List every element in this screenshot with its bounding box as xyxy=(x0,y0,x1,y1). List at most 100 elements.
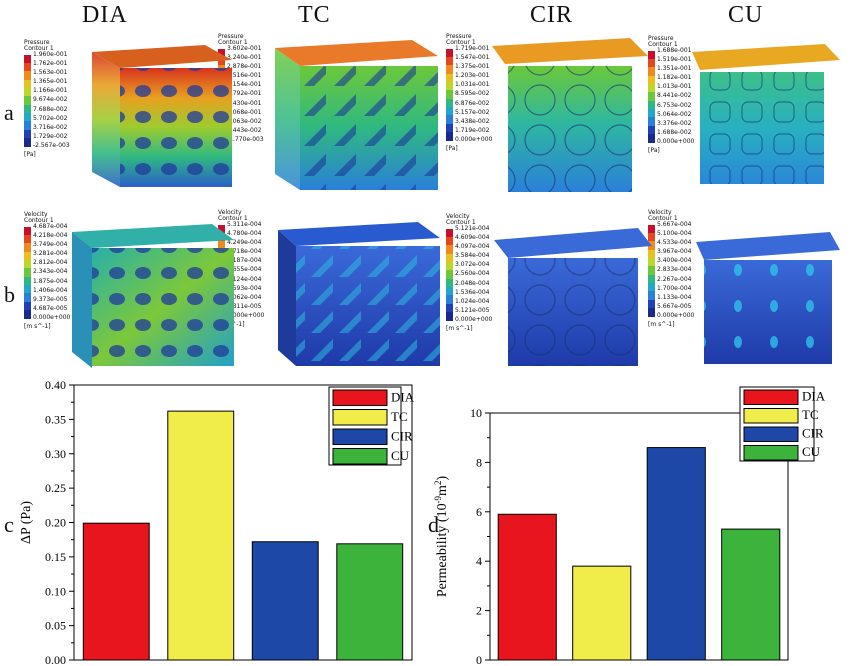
legend-title: Pressure Contour 1 xyxy=(648,35,678,49)
legend-tick-label: 1.700e-004 xyxy=(657,284,692,292)
permeability-chart: 0 2 4 6 8 10 Permeability (10-9m2) DIA TC CIR CU xyxy=(433,386,826,666)
legend-tick-label: 1.203e-001 xyxy=(455,72,490,80)
legend-tick-label: 1.688e-001 xyxy=(657,46,692,54)
legend-tick-label: 4.609e-004 xyxy=(455,233,490,241)
legend-swatch-tc xyxy=(332,409,388,426)
colormap-bar xyxy=(446,48,453,141)
legend-label-cu: CU xyxy=(802,444,821,459)
legend-tick-label: 1.875e-004 xyxy=(33,277,68,285)
pressure-render-cir xyxy=(492,38,648,192)
legend-tick-label: 1.563e-001 xyxy=(33,68,68,76)
legend-tick-label: 2.267e-004 xyxy=(657,275,692,283)
colormap-bar xyxy=(24,226,31,319)
velocity-legend-cir: Velocity Contour 1 5.121e-004 4.609e-004 4.… xyxy=(446,213,493,332)
velocity-legend-cu: Velocity Contour 1 5.667e-004 5.100e-004 4.… xyxy=(648,209,694,328)
legend-tick-label: 3.602e-001 xyxy=(227,44,262,52)
legend-title: Pressure Contour 1 xyxy=(446,33,476,47)
pressure-render-tc xyxy=(275,40,438,190)
simulation-renders xyxy=(72,38,840,368)
legend-tick-label: 3.187e-004 xyxy=(227,257,262,265)
legend-tick-label: 1.719e-002 xyxy=(455,127,490,134)
legend-tick-label: 3.749e-004 xyxy=(33,240,68,248)
pressure-render-dia xyxy=(92,45,232,187)
legend-tick-label: 7.688e-002 xyxy=(33,105,68,113)
legend-tick-label: 5.311e-004 xyxy=(227,220,262,228)
y-tick-label: 0.15 xyxy=(45,550,66,564)
bar-cu xyxy=(336,543,404,661)
colormap-bar xyxy=(446,228,453,321)
legend-unit: [m s^-1] xyxy=(446,324,473,332)
legend-tick-label: 2.048e-004 xyxy=(455,279,490,287)
legend-title: Velocity Contour 1 xyxy=(648,209,678,223)
legend-label-dia: DIA xyxy=(391,390,415,405)
bar-tc xyxy=(572,565,632,661)
legend-tick-label: 0.000e+000 xyxy=(455,316,493,324)
column-title-dia: DIA xyxy=(82,2,128,28)
legend-tick-label: 1.688e-002 xyxy=(657,129,692,136)
bar-tc xyxy=(167,410,235,661)
legend-label-cu: CU xyxy=(391,448,410,463)
legend-tick-label: 3.718e-004 xyxy=(227,248,262,256)
legend-label-tc: TC xyxy=(802,407,819,422)
legend-tick-label: -2.567e-003 xyxy=(33,142,70,150)
legend-tick-label: 2.560e-004 xyxy=(455,270,490,278)
legend-tick-label: 1.351e-001 xyxy=(657,64,692,72)
legend-tick-label: 4.687e-005 xyxy=(33,305,68,312)
legend-tick-label: 1.593e-004 xyxy=(227,284,262,292)
legend-tick-label: 1.547e-001 xyxy=(455,53,490,61)
y-axis-label: ΔP (Pa) xyxy=(19,501,34,544)
legend-tick-label: 5.667e-004 xyxy=(657,220,692,228)
legend-tick-label: 1.536e-004 xyxy=(455,288,490,296)
legend-tick-label: 9.674e-002 xyxy=(33,96,68,104)
legend-tick-label: 2.833e-004 xyxy=(657,266,692,274)
velocity-legend-dia: Velocity Contour 1 4.687e-004 4.218e-004 3.… xyxy=(24,211,71,330)
legend-unit: [Pa] xyxy=(446,144,458,152)
legend-tick-label: 1.182e-001 xyxy=(657,74,692,82)
legend-tick-label: 5.157e-002 xyxy=(455,108,490,116)
legend-tick-label: 5.121e-005 xyxy=(455,307,490,314)
legend-tick-label: 4.097e-004 xyxy=(455,242,490,250)
legend-tick-label: 6.876e-002 xyxy=(455,99,490,107)
legend-tick-label: 7.063e-002 xyxy=(227,117,262,125)
legend-tick-label: 0.000e+000 xyxy=(657,138,695,146)
y-tick-label: 0.05 xyxy=(45,619,66,633)
panel-label-c: c xyxy=(4,512,14,537)
legend-tick-label: 1.406e-004 xyxy=(33,286,68,294)
legend-label-cir: CIR xyxy=(391,429,413,444)
legend-tick-label: 1.375e-001 xyxy=(455,62,490,70)
colormap-bar xyxy=(648,50,655,143)
colormap-bar xyxy=(648,224,655,317)
legend-tick-label: 2.124e-004 xyxy=(227,275,262,283)
legend-tick-label: 3.240e-001 xyxy=(227,53,262,61)
velocity-render-cu xyxy=(696,232,840,364)
legend-tick-label: 0.000e+000 xyxy=(455,136,493,144)
legend-tick-label: 5.667e-005 xyxy=(657,303,692,310)
legend-tick-label: 8.441e-002 xyxy=(657,92,692,100)
legend-title: Pressure Contour 1 xyxy=(218,33,248,47)
y-tick-label: 2 xyxy=(476,604,482,618)
legend-tick-label: 1.062e-004 xyxy=(227,293,262,301)
legend-tick-label: 2.154e-001 xyxy=(227,81,262,89)
legend-label-dia: DIA xyxy=(802,389,826,404)
column-title-cir: CIR xyxy=(530,2,574,28)
legend-tick-label: 4.218e-004 xyxy=(33,231,68,239)
legend-tick-label: 9.373e-005 xyxy=(33,295,68,303)
legend-tick-label: 4.687e-004 xyxy=(33,222,68,230)
legend-unit: [Pa] xyxy=(24,150,36,158)
legend-swatch-cir xyxy=(743,426,799,442)
legend-title: Velocity Contour 1 xyxy=(218,209,248,223)
legend-tick-label: 0.000e+000 xyxy=(33,314,71,322)
y-tick-label: 0.00 xyxy=(45,653,66,666)
pressure-legend-dia: Pressure Contour 1 1.960e-001 1.762e-001 1.… xyxy=(24,39,70,158)
legend-tick-label: 5.311e-005 xyxy=(227,303,262,310)
bar-cu xyxy=(721,528,781,661)
legend-tick-label: 3.716e-002 xyxy=(33,123,68,131)
pressure-render-cu xyxy=(692,44,840,184)
legend-swatch-tc xyxy=(743,408,799,424)
legend-swatch-cir xyxy=(332,428,388,445)
legend-tick-label: 1.762e-001 xyxy=(33,59,68,67)
legend-tick-label: 1.365e-001 xyxy=(33,78,68,86)
bar-dia xyxy=(497,513,557,661)
legend-tick-label: 2.878e-001 xyxy=(227,62,262,70)
legend-tick-label: 8.595e-002 xyxy=(455,90,490,98)
